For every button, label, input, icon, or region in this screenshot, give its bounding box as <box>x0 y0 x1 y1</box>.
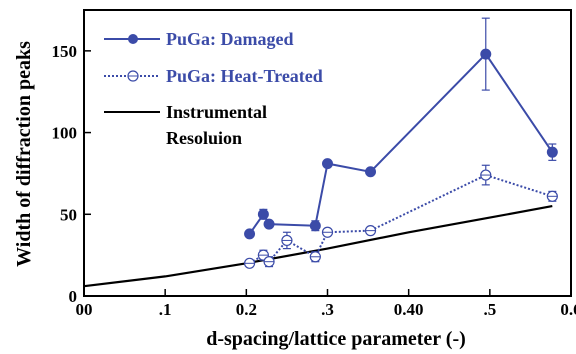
x-tick-label: 00 <box>76 300 93 319</box>
legend-label: Instrumental <box>166 102 267 122</box>
y-tick-label: 100 <box>52 124 78 143</box>
series-2 <box>83 205 553 288</box>
legend-entry-0: PuGa: Damaged <box>104 29 294 49</box>
x-tick-label: 0.40 <box>394 300 424 319</box>
legend: PuGa: Damaged PuGa: Heat-Treated Instrumen… <box>104 29 323 148</box>
x-tick-label: 0.2 <box>236 300 257 319</box>
x-tick-label: .1 <box>159 300 172 319</box>
series-0 <box>244 17 558 240</box>
legend-label: PuGa: Damaged <box>166 29 294 49</box>
data-point <box>244 228 256 240</box>
series-layer <box>83 17 558 288</box>
legend-swatch-marker <box>128 34 138 44</box>
data-point <box>263 218 275 230</box>
x-tick-label: .3 <box>321 300 334 319</box>
ticks-layer: 00 .1 0.2 .3 0.40 .5 0.6 0 50 100 150 <box>52 42 576 319</box>
legend-label: PuGa: Heat-Treated <box>166 66 323 86</box>
series-line <box>249 174 553 265</box>
legend-entry-2: Instrumental Resoluion <box>104 102 267 148</box>
data-point <box>309 220 321 232</box>
y-tick-label: 0 <box>69 287 78 306</box>
data-point <box>322 158 333 170</box>
legend-entry-1: PuGa: Heat-Treated <box>104 66 323 86</box>
data-point <box>546 146 558 158</box>
y-axis-title: Width of diffraction peaks <box>13 41 35 267</box>
x-tick-label: .5 <box>483 300 496 319</box>
plot-border <box>83 9 572 297</box>
y-tick-label: 150 <box>52 42 78 61</box>
x-axis-title: d-spacing/lattice parameter (-) <box>206 328 466 350</box>
data-point <box>365 166 377 178</box>
x-tick-label: 0.6 <box>560 300 576 319</box>
y-tick-label: 50 <box>60 205 77 224</box>
data-point <box>480 48 492 60</box>
legend-label: Resoluion <box>166 128 242 148</box>
series-1 <box>243 164 558 269</box>
plot-frame <box>83 9 572 297</box>
series-line <box>83 205 553 288</box>
data-point <box>257 208 269 220</box>
